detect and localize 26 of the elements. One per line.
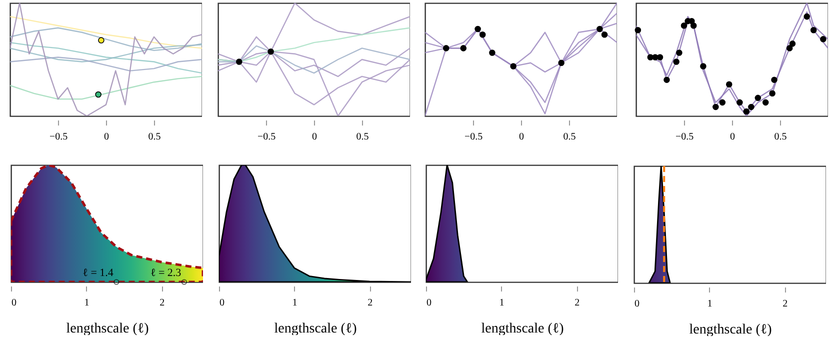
x-tick-label: 2 <box>367 298 372 308</box>
x-tick-label: 0 <box>312 132 316 142</box>
x-tick-label: 2 <box>574 298 580 308</box>
x-tick-label: 0 <box>426 298 432 308</box>
x-tick-label: 2 <box>160 298 165 308</box>
x-tick-label: 2 <box>782 298 788 310</box>
x-tick-label: 0.5 <box>563 132 576 142</box>
x-tick-label: −0.5 <box>464 132 483 142</box>
x-tick-label: −0.5 <box>256 132 276 142</box>
x-tick-label: 1 <box>706 298 712 310</box>
x-tick-label: −0.5 <box>674 132 694 142</box>
x-tick-label: 0 <box>12 298 16 308</box>
x-tick-label: 0.5 <box>148 132 161 142</box>
x-tick-label: 0 <box>519 132 524 142</box>
x-tick-label: 0 <box>104 132 109 142</box>
x-tick-label: 1 <box>84 298 90 308</box>
x-tick-label: 0.5 <box>356 132 368 142</box>
x-tick-label: 0 <box>219 298 224 308</box>
annotation: ℓ = 2.3 <box>150 267 182 279</box>
x-tick-label: −0.5 <box>49 132 68 142</box>
x-tick-label: 0.5 <box>774 132 786 142</box>
x-tick-label: 1 <box>292 298 297 308</box>
x-tick-label: 0 <box>730 132 734 142</box>
x-tick-label: 1 <box>499 298 504 308</box>
x-tick-label: 0 <box>634 298 639 310</box>
annotation: ℓ = 1.4 <box>82 267 114 279</box>
